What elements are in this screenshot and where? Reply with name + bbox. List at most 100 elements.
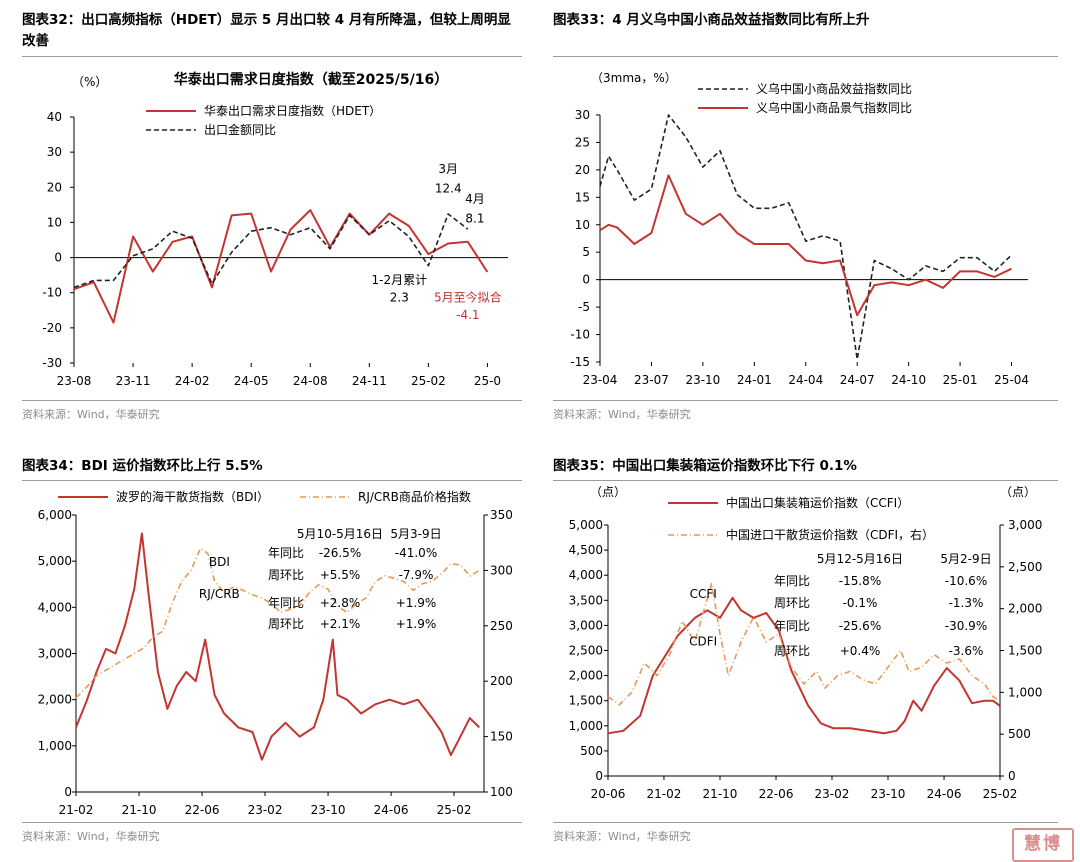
table-cell-2-0-0: 年同比 [268, 546, 304, 560]
figure-35-title: 图表35：中国出口集装箱运价指数环比下行 0.1% [553, 456, 857, 477]
table-cell-3-1-2: -1.3% [949, 596, 984, 610]
figure-35-caption: 中国出口集装箱运价指数环比下行 0.1% [612, 458, 857, 474]
x-tick-label-2-5: 24-06 [374, 803, 409, 817]
series-line-2-0 [75, 532, 480, 761]
rule-33-bottom [553, 400, 1058, 401]
rule-33-top [553, 56, 1058, 57]
y2-tick-label-3-0: 0 [1008, 769, 1016, 783]
y-tick-label-3-8: 4,000 [569, 568, 603, 582]
y2-tick-label-2-1: 150 [490, 730, 513, 744]
figure-32-source: 资料来源：Wind，华泰研究 [22, 408, 160, 421]
x-tick-label-3-0: 20-06 [591, 787, 626, 801]
y2-tick-label-3-2: 1,000 [1008, 685, 1042, 699]
table-cell-2-2-0: 年同比 [268, 596, 304, 610]
x-tick-label-2-3: 23-02 [248, 803, 283, 817]
figure-33-caption: 4 月义乌中国小商品效益指数同比有所上升 [612, 12, 870, 28]
figure-34-title: 图表34：BDI 运价指数环比上行 5.5% [22, 456, 263, 477]
y-tick-label-3-9: 4,500 [569, 543, 603, 557]
figure-33-source: 资料来源：Wind，华泰研究 [553, 408, 691, 421]
x-tick-label-3-2: 21-10 [703, 787, 738, 801]
rule-35-top [553, 480, 1058, 481]
table-cell-2-2-1: +2.8% [320, 596, 361, 610]
x-tick-label-0-5: 24-11 [352, 374, 387, 388]
table-cell-2-2-2: +1.9% [396, 596, 437, 610]
y-tick-label-3-0: 0 [595, 769, 603, 783]
y2-tick-label-2-0: 100 [490, 785, 513, 799]
y-tick-label-2-3: 3,000 [38, 647, 72, 661]
x-tick-label-3-1: 21-02 [647, 787, 682, 801]
x-tick-label-3-4: 23-02 [815, 787, 850, 801]
x-tick-label-1-7: 25-01 [943, 373, 978, 387]
table-header-3-1: 5月12-5月16日 [817, 552, 903, 566]
x-tick-label-2-2: 22-06 [185, 803, 220, 817]
annotation-0-6: 5月至今拟合 [434, 290, 502, 305]
y2-tick-label-3-5: 2,500 [1008, 560, 1042, 574]
figure-34-label: 图表34： [22, 458, 82, 474]
x-tick-label-2-1: 21-10 [122, 803, 157, 817]
x-tick-label-1-8: 25-04 [994, 373, 1029, 387]
table-header-3-2: 5月2-9日 [940, 552, 991, 566]
x-tick-label-1-2: 23-10 [685, 373, 720, 387]
x-tick-label-1-6: 24-10 [891, 373, 926, 387]
annotation-0-7: -4.1 [456, 308, 479, 322]
y-tick-label-2-2: 2,000 [38, 693, 72, 707]
table-cell-3-1-0: 周环比 [774, 596, 810, 610]
y-tick-label-3-10: 5,000 [569, 518, 603, 532]
series-line-0-1 [73, 213, 469, 289]
annotation-2-1: RJ/CRB [199, 587, 240, 601]
rule-32-bottom [22, 400, 522, 401]
legend-label-0-1: 出口金额同比 [204, 122, 276, 137]
figure-32-title: 图表32：出口高频指标（HDET）显示 5 月出口较 4 月有所降温，但较上周明… [22, 10, 522, 52]
y-tick-label-1-7: 20 [575, 163, 590, 177]
x-tick-label-3-7: 25-02 [983, 787, 1018, 801]
y-tick-label-0-7: 40 [47, 110, 62, 124]
y2-tick-label-3-1: 500 [1008, 727, 1031, 741]
x-tick-label-1-3: 24-01 [737, 373, 772, 387]
y-tick-label-3-2: 1,000 [569, 719, 603, 733]
figure-35-label: 图表35： [553, 458, 613, 474]
y-tick-label-3-6: 3,000 [569, 618, 603, 632]
y-tick-label-0-6: 30 [47, 145, 62, 159]
x-tick-label-3-6: 24-06 [927, 787, 962, 801]
legend-label-3-0: 中国出口集装箱运价指数（CCFI） [726, 495, 909, 510]
table-cell-3-0-1: -15.8% [839, 574, 881, 588]
table-cell-3-1-1: -0.1% [843, 596, 878, 610]
chart-title-0: 华泰出口需求日度指数（截至2025/5/16） [174, 71, 448, 88]
table-header-2-2: 5月3-9日 [390, 527, 441, 541]
legend-label-2-0: 波罗的海干散货指数（BDI） [116, 489, 269, 504]
table-cell-3-2-2: -30.9% [945, 619, 987, 633]
y-axis-label-3: （点） [590, 485, 626, 499]
annotation-0-4: 1-2月累计 [372, 273, 428, 287]
x-tick-label-2-0: 21-02 [59, 803, 94, 817]
rule-35-bottom [553, 822, 1058, 823]
x-tick-label-0-1: 23-11 [116, 374, 151, 388]
legend-label-1-0: 义乌中国小商品效益指数同比 [756, 81, 912, 96]
annotation-0-0: 3月 [438, 162, 458, 176]
y-tick-label-2-1: 1,000 [38, 739, 72, 753]
table-cell-2-3-0: 周环比 [268, 617, 304, 631]
y-tick-label-2-0: 0 [64, 785, 72, 799]
y-tick-label-1-3: 0 [582, 273, 590, 287]
y-tick-label-1-6: 15 [575, 190, 590, 204]
table-cell-2-3-1: +2.1% [320, 617, 361, 631]
annotation-0-1: 12.4 [435, 182, 462, 196]
y-tick-label-1-1: -10 [570, 328, 590, 342]
table-cell-2-0-2: -41.0% [395, 546, 437, 560]
annotation-3-0: CCFI [690, 587, 717, 601]
y2-tick-label-3-6: 3,000 [1008, 518, 1042, 532]
y-tick-label-0-0: -30 [42, 356, 62, 370]
figure-34-source: 资料来源：Wind，华泰研究 [22, 830, 160, 843]
table-cell-3-3-0: 周环比 [774, 644, 810, 658]
y-tick-label-0-1: -20 [42, 321, 62, 335]
x-tick-label-0-2: 24-02 [175, 374, 210, 388]
table-cell-2-1-2: -7.9% [399, 568, 434, 582]
y-tick-label-3-4: 2,000 [569, 669, 603, 683]
annotation-2-0: BDI [209, 555, 230, 569]
table-cell-2-3-2: +1.9% [396, 617, 437, 631]
x-tick-label-2-4: 23-10 [311, 803, 346, 817]
table-cell-2-1-0: 周环比 [268, 568, 304, 582]
figure-33-title: 图表33：4 月义乌中国小商品效益指数同比有所上升 [553, 10, 869, 31]
table-cell-2-1-1: +5.5% [320, 568, 361, 582]
y2-tick-label-3-3: 1,500 [1008, 644, 1042, 658]
